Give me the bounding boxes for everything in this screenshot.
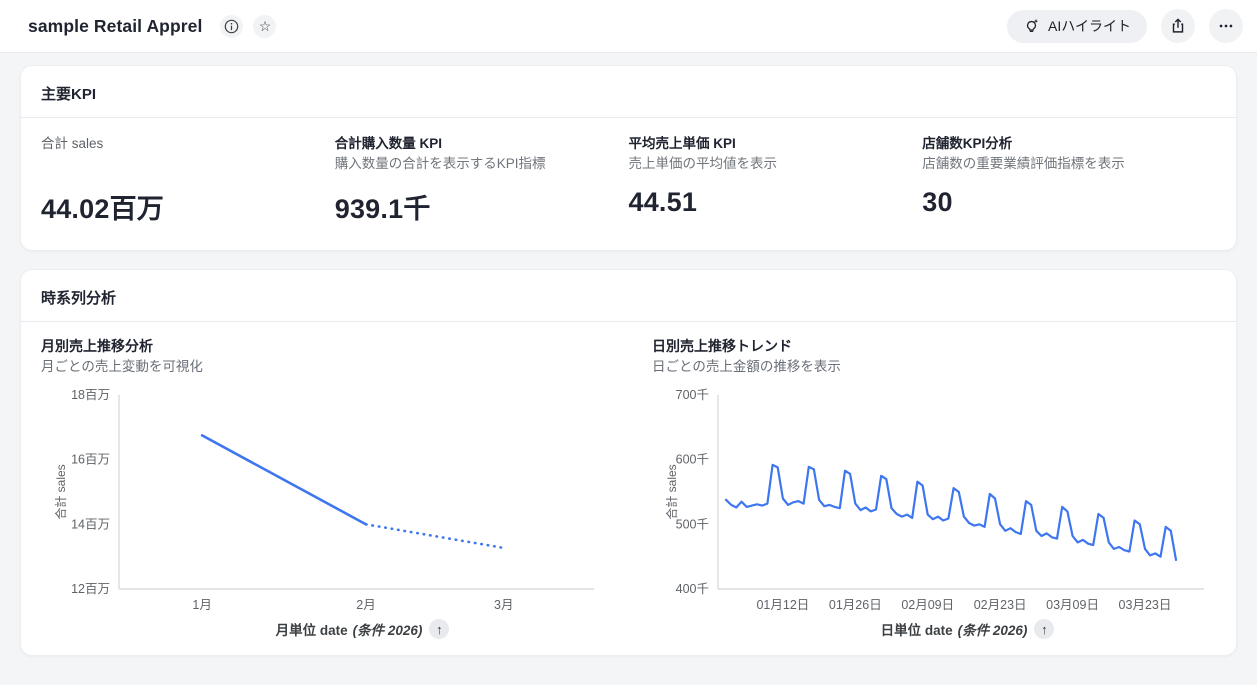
svg-text:01月12日: 01月12日 [756, 598, 809, 612]
svg-text:16百万: 16百万 [71, 453, 110, 467]
ai-highlight-button[interactable]: AIハイライト [1007, 9, 1147, 43]
kpi-value: 44.02百万 [41, 194, 164, 224]
svg-text:14百万: 14百万 [71, 517, 110, 531]
star-icon[interactable]: ☆ [253, 14, 277, 38]
chart-title: 日別売上推移トレンド [652, 338, 792, 354]
svg-text:合計 sales: 合計 sales [53, 464, 68, 519]
svg-text:600千: 600千 [676, 453, 709, 467]
kpi-card-title: 主要KPI [41, 86, 97, 103]
kpi-subtitle: 店舗数の重要業績評価指標を表示 [922, 156, 1125, 171]
axis-label-text: 月単位 date [275, 623, 348, 638]
axis-label-text: 日単位 date [880, 623, 953, 638]
more-options-button[interactable] [1209, 9, 1243, 43]
daily-sales-chart-panel: 日別売上推移トレンド 日ごとの売上金額の推移を表示 700千 600千 500千 40… [652, 336, 1217, 639]
chart-subtitle: 月ごとの売上変動を可視化 [41, 359, 203, 374]
kpi-tile-total-sales: 合計 sales 44.02百万 [41, 118, 335, 250]
sort-ascending-icon[interactable]: ↑ [429, 619, 450, 639]
daily-x-axis-label: 日単位 date (条件 2026) ↑ [718, 619, 1217, 639]
kpi-grid: 合計 sales 44.02百万 合計購入数量 KPI 購入数量の合計を表示する… [21, 118, 1236, 250]
kpi-value: 44.51 [628, 187, 698, 217]
info-icon-glyph [225, 19, 239, 33]
info-icon[interactable] [220, 14, 244, 38]
kpi-subtitle: 購入数量の合計を表示するKPI指標 [334, 156, 546, 171]
chart-title: 月別売上推移分析 [41, 338, 153, 354]
kpi-tile-store-count: 店舗数KPI分析 店舗数の重要業績評価指標を表示 30 [922, 118, 1216, 250]
kpi-card-header: 主要KPI [21, 66, 1236, 118]
svg-text:02月09日: 02月09日 [901, 598, 954, 612]
kpi-label: 平均売上単価 KPI [628, 136, 736, 151]
axis-condition-text: (条件 2026) [352, 623, 423, 638]
kpi-label: 合計購入数量 KPI [334, 136, 443, 151]
monthly-sales-chart-panel: 月別売上推移分析 月ごとの売上変動を可視化 18百万 16百万 14百万 12百万 合計… [41, 336, 606, 639]
svg-text:400千: 400千 [676, 582, 709, 596]
share-icon[interactable] [1161, 9, 1195, 43]
svg-text:03月09日: 03月09日 [1046, 598, 1099, 612]
kpi-label: 合計 sales [41, 136, 104, 151]
svg-text:18百万: 18百万 [71, 388, 110, 402]
sort-ascending-icon[interactable]: ↑ [1034, 619, 1055, 639]
kpi-tile-avg-unit-price: 平均売上単価 KPI 売上単価の平均値を表示 44.51 [629, 118, 923, 250]
daily-line-chart[interactable]: 700千 600千 500千 400千 合計 sales 01月12日 01月26日 02月0… [652, 385, 1217, 617]
kpi-card: 主要KPI 合計 sales 44.02百万 合計購入数量 KPI 購入数量の合… [20, 65, 1237, 251]
chart-subtitle: 日ごとの売上金額の推移を表示 [652, 359, 841, 374]
more-icon-glyph [1219, 24, 1233, 28]
monthly-line-chart[interactable]: 18百万 16百万 14百万 12百万 合計 sales 1月 2月 3月 [41, 385, 606, 617]
share-icon-glyph [1172, 18, 1184, 33]
svg-text:01月26日: 01月26日 [829, 598, 882, 612]
topbar: sample Retail Apprel ☆ AIハイライト [0, 0, 1257, 53]
svg-text:3月: 3月 [494, 598, 513, 612]
monthly-x-axis-label: 月単位 date (条件 2026) ↑ [119, 619, 606, 639]
kpi-value: 939.1千 [334, 194, 431, 224]
dashboard-body: 主要KPI 合計 sales 44.02百万 合計購入数量 KPI 購入数量の合… [0, 53, 1257, 685]
svg-text:700千: 700千 [676, 388, 709, 402]
svg-text:03月23日: 03月23日 [1119, 598, 1172, 612]
timeseries-card-header: 時系列分析 [21, 270, 1236, 322]
svg-text:2月: 2月 [356, 598, 375, 612]
svg-text:合計 sales: 合計 sales [664, 464, 679, 519]
svg-text:12百万: 12百万 [71, 582, 110, 596]
kpi-label: 店舗数KPI分析 [922, 136, 1013, 151]
kpi-tile-total-quantity: 合計購入数量 KPI 購入数量の合計を表示するKPI指標 939.1千 [335, 118, 629, 250]
svg-text:02月23日: 02月23日 [974, 598, 1027, 612]
svg-text:1月: 1月 [192, 598, 211, 612]
kpi-value: 30 [922, 187, 953, 217]
timeseries-card: 時系列分析 月別売上推移分析 月ごとの売上変動を可視化 18百万 16百万 14百万… [20, 269, 1237, 656]
kpi-subtitle [41, 154, 325, 174]
svg-text:500千: 500千 [676, 517, 709, 531]
kpi-subtitle: 売上単価の平均値を表示 [628, 156, 778, 171]
ai-lightbulb-icon [1027, 18, 1039, 32]
page-title: sample Retail Apprel [28, 15, 203, 36]
ai-highlight-label: AIハイライト [1048, 18, 1131, 34]
timeseries-card-title: 時系列分析 [41, 290, 117, 307]
axis-condition-text: (条件 2026) [957, 623, 1028, 638]
